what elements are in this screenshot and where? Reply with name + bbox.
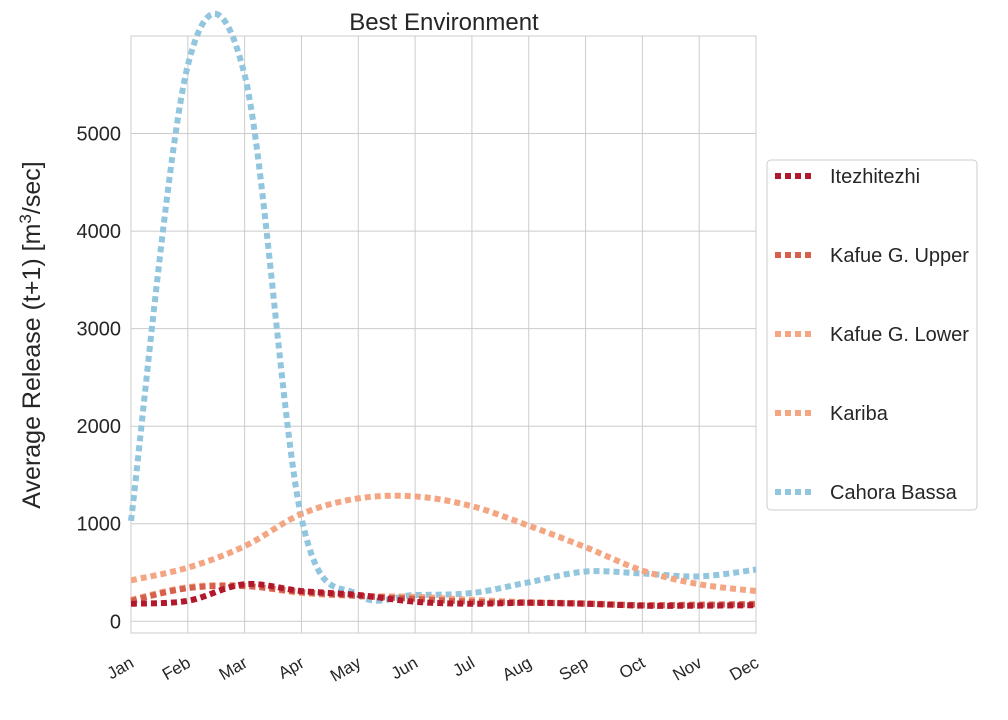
x-tick-label: Feb [159, 653, 194, 684]
x-tick-label: Apr [275, 653, 308, 683]
y-axis-label-sup: 3 [16, 214, 35, 223]
y-tick-label: 4000 [77, 221, 122, 243]
x-tick-label: Jan [104, 653, 137, 683]
legend-frame [766, 159, 978, 511]
legend-label: Kariba [830, 403, 889, 425]
x-tick-label: May [327, 653, 365, 686]
chart-title: Best Environment [349, 9, 539, 36]
legend-item-itezhitezhi: Itezhitezhi [775, 166, 920, 188]
y-axis-label: Average Release (t+1) [m3/sec] [16, 161, 46, 508]
series-line-cahora-bassa [128, 10, 757, 604]
x-tick-label: Jun [388, 653, 421, 683]
x-tick-label: Sep [556, 653, 592, 685]
legend-label: Kafue G. Lower [830, 324, 969, 346]
legend-label: Kafue G. Upper [830, 245, 969, 267]
series-line-itezhitezhi [130, 580, 757, 609]
legend-item-cahora-bassa: Cahora Bassa [775, 482, 958, 504]
legend-label: Itezhitezhi [830, 166, 920, 188]
plot-area-frame [130, 35, 757, 634]
series-line-kariba [130, 492, 757, 595]
y-axis-label-end: /sec] [18, 161, 46, 214]
x-tick-label: Dec [726, 653, 762, 685]
y-tick-label: 2000 [77, 416, 122, 438]
legend-item-kafue-g-upper: Kafue G. Upper [775, 245, 969, 267]
y-tick-label: 3000 [77, 319, 122, 341]
x-tick-label: Mar [216, 653, 251, 684]
series-lines [128, 10, 757, 609]
x-tick-label: Oct [616, 653, 649, 683]
y-tick-label: 1000 [77, 514, 122, 536]
x-tick-label: Nov [669, 653, 705, 685]
y-tick-label: 0 [110, 611, 121, 633]
y-tick-label: 5000 [77, 124, 122, 146]
y-axis-label-main: Average Release (t+1) [m [18, 224, 46, 509]
x-axis-ticks: Jan Feb Mar Apr May Jun Jul Aug Sep Oct Nov Dec [104, 653, 763, 686]
x-tick-label: Jul [450, 653, 478, 680]
legend-label: Cahora Bassa [830, 482, 958, 504]
y-axis-ticks: 0 1000 2000 3000 4000 5000 [77, 124, 122, 634]
legend-item-kariba: Kariba [775, 403, 889, 425]
legend: Itezhitezhi Kafue G. Upper Kafue G. Lower K… [766, 159, 978, 511]
x-tick-label: Aug [499, 653, 535, 685]
grid [130, 36, 757, 633]
legend-item-kafue-g-lower: Kafue G. Lower [775, 324, 969, 346]
